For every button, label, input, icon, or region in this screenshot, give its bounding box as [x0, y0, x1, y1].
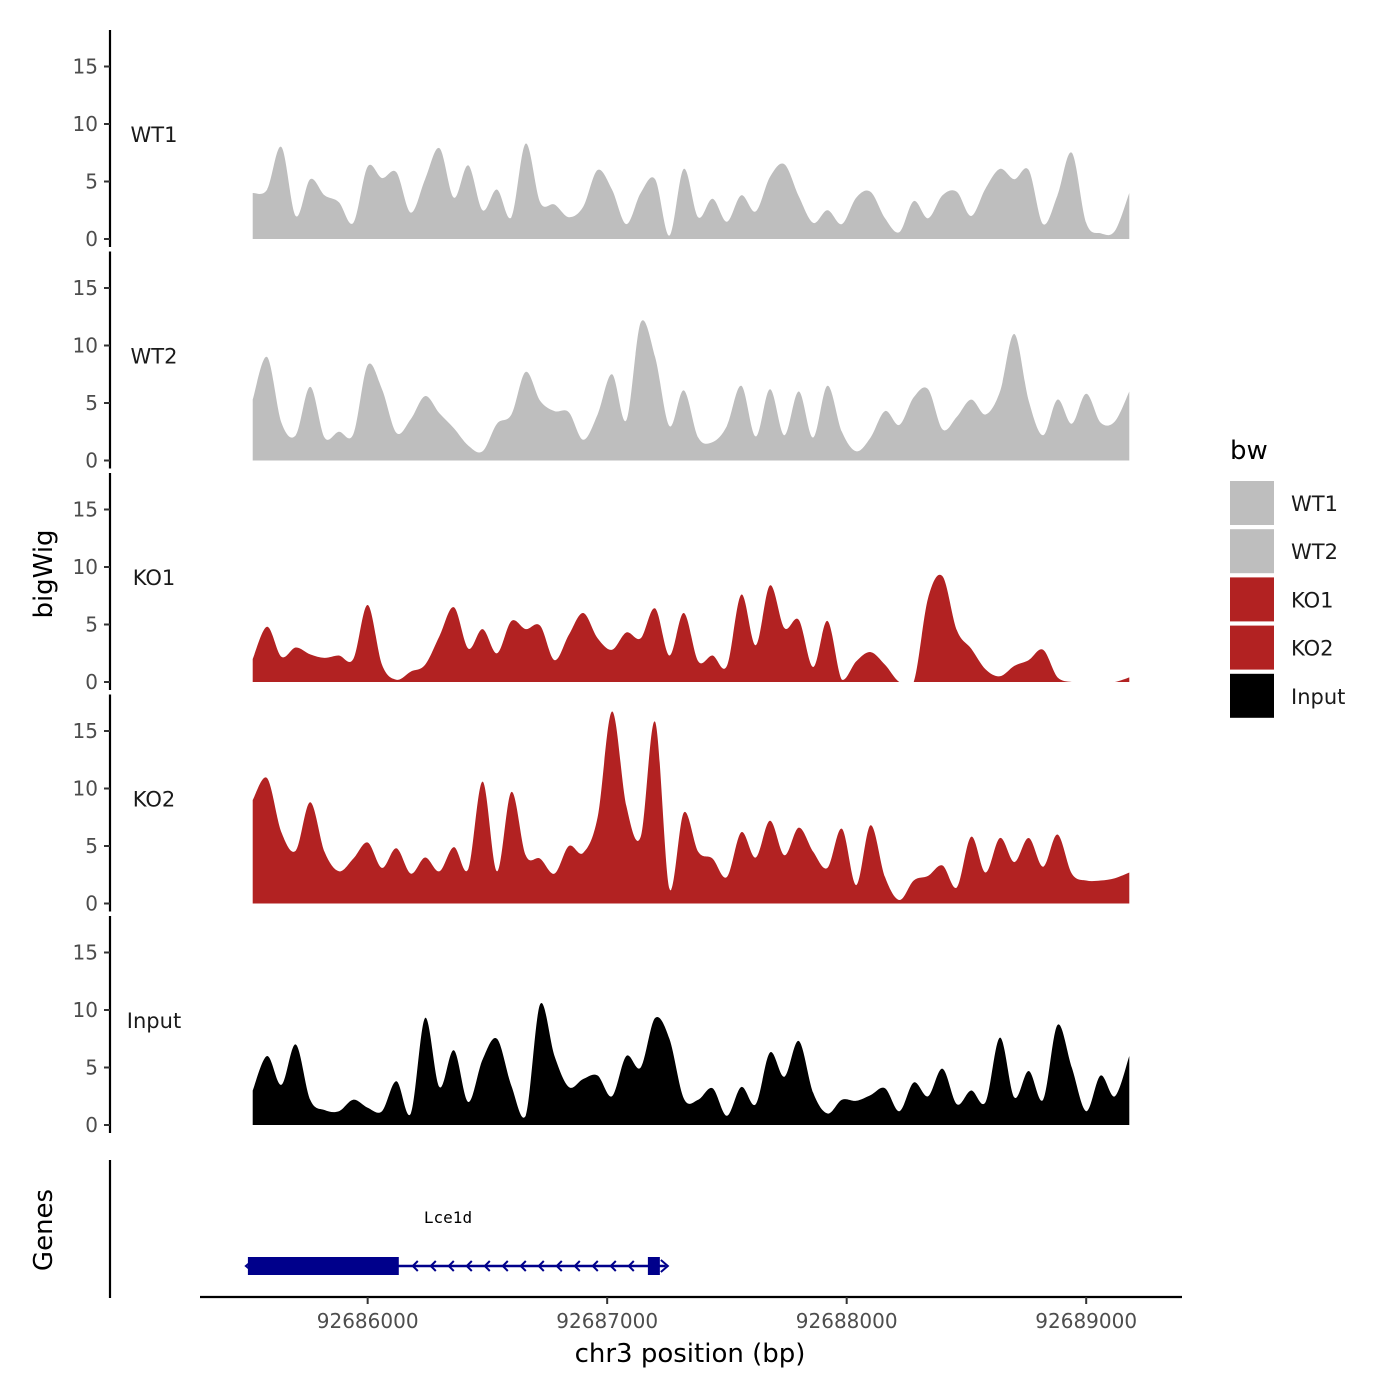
strand-arrow	[411, 1260, 419, 1272]
strand-arrow	[660, 1259, 670, 1273]
coverage-area-wt2	[252, 320, 1130, 461]
track-label: WT2	[131, 345, 178, 369]
coverage-area-ko1	[252, 574, 1130, 682]
coverage-tracks: 0 5 10 15 WT1 0 5 10 15 WT2 0 5 10 15 KO1 0 5 10 15 KO2 0 5 10…	[73, 30, 1130, 1137]
coverage-area-ko2	[252, 711, 1130, 904]
x-tick-label: 92688000	[796, 1309, 898, 1333]
y-tick-label: 10	[73, 334, 98, 358]
track-input: 0 5 10 15 Input	[73, 916, 1130, 1137]
y-tick-label: 15	[73, 719, 98, 743]
coverage-area-wt1	[252, 143, 1130, 239]
y-tick-label: 10	[73, 777, 98, 801]
legend-title: bw	[1230, 436, 1268, 466]
strand-arrow	[519, 1260, 527, 1272]
strand-arrow	[501, 1260, 509, 1272]
strand-arrow	[483, 1260, 491, 1272]
legend-label-ko2: KO2	[1291, 637, 1334, 661]
coverage-area-input	[252, 1002, 1130, 1125]
gene-exon	[647, 1257, 660, 1275]
y-tick-label: 10	[73, 555, 98, 579]
y-tick-label: 15	[73, 941, 98, 965]
strand-arrow	[429, 1260, 437, 1272]
strand-arrow	[591, 1260, 599, 1272]
strand-arrow	[537, 1260, 545, 1272]
track-label: Input	[127, 1009, 181, 1033]
legend-key-wt1	[1230, 481, 1274, 525]
legend-key-ko2	[1230, 625, 1274, 670]
y-axis-title: bigWig	[29, 529, 59, 618]
y-tick-label: 15	[73, 498, 98, 522]
y-tick-label: 5	[85, 391, 98, 415]
gene-track: Lce1d	[108, 1160, 670, 1298]
strand-arrow	[609, 1260, 617, 1272]
legend-label-input: Input	[1291, 685, 1345, 709]
strand-arrow	[465, 1260, 473, 1272]
strand-arrow	[573, 1260, 581, 1272]
legend-label-wt2: WT2	[1291, 540, 1338, 564]
track-ko1: 0 5 10 15 KO1	[73, 473, 1130, 694]
x-tick-label: 92687000	[556, 1309, 658, 1333]
legend-label-wt1: WT1	[1291, 492, 1338, 516]
legend: bw WT1 WT2 KO1 KO2 Input	[1230, 436, 1345, 718]
y-tick-label: 0	[85, 1113, 98, 1137]
y-tick-label: 5	[85, 1056, 98, 1080]
y-tick-label: 10	[73, 112, 98, 136]
x-axis-title: chr3 position (bp)	[575, 1339, 806, 1369]
track-wt1: 0 5 10 15 WT1	[73, 30, 1130, 251]
y-tick-label: 5	[85, 834, 98, 858]
track-label: KO2	[133, 788, 176, 812]
track-label: KO1	[133, 566, 176, 590]
legend-key-wt2	[1230, 529, 1274, 574]
x-tick-label: 92689000	[1035, 1309, 1137, 1333]
track-ko2: 0 5 10 15 KO2	[73, 694, 1130, 916]
strand-arrow	[555, 1260, 563, 1272]
strand-arrow	[627, 1260, 635, 1272]
y-tick-label: 0	[85, 670, 98, 694]
y-tick-label: 15	[73, 276, 98, 300]
gene-label: Lce1d	[424, 1208, 472, 1227]
y-tick-label: 0	[85, 449, 98, 473]
strand-arrow	[447, 1260, 455, 1272]
y-tick-label: 10	[73, 998, 98, 1022]
legend-key-input	[1230, 673, 1274, 718]
y-tick-label: 0	[85, 892, 98, 916]
y-tick-label: 15	[73, 55, 98, 79]
y-tick-label: 0	[85, 227, 98, 251]
y-tick-label: 5	[85, 613, 98, 637]
genes-axis-title: Genes	[29, 1189, 59, 1271]
x-tick-label: 92686000	[317, 1309, 419, 1333]
legend-label-ko1: KO1	[1291, 588, 1334, 612]
track-label: WT1	[131, 123, 178, 147]
track-wt2: 0 5 10 15 WT2	[73, 251, 1130, 473]
y-tick-label: 5	[85, 170, 98, 194]
legend-key-ko1	[1230, 577, 1274, 622]
gene-exon	[247, 1257, 399, 1275]
x-axis: 92686000 92687000 92688000 92689000	[200, 1295, 1182, 1333]
